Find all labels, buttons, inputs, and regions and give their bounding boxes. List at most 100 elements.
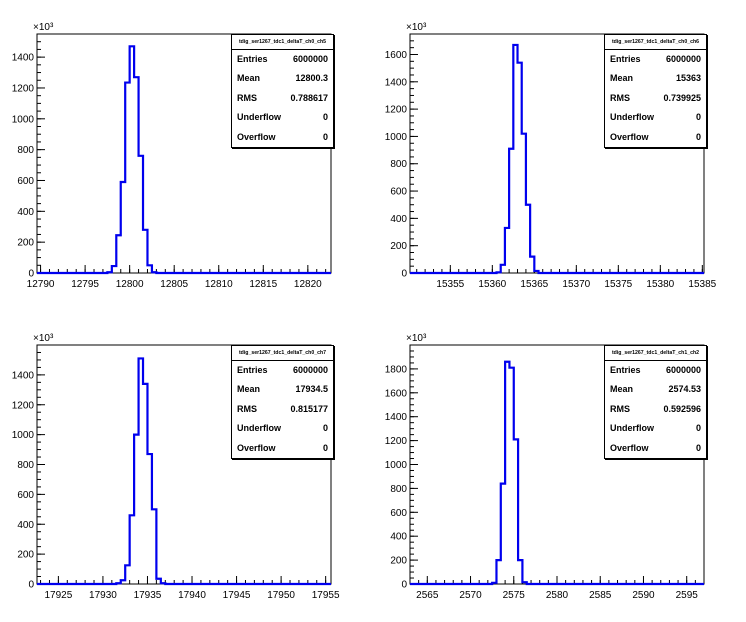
y-tick-label: 600 [17, 176, 34, 187]
histogram-bin [509, 149, 513, 273]
stats-rms-label: RMS [237, 403, 257, 414]
histogram-bin [134, 77, 138, 273]
stats-overflow-row: Overflow 0 [232, 128, 333, 147]
stats-entries-label: Entries [237, 54, 268, 64]
histogram-bin [505, 228, 509, 273]
x-tick-label: 2595 [676, 590, 699, 601]
stats-overflow-row: Overflow 0 [232, 439, 333, 458]
y-tick-label: 400 [390, 532, 407, 543]
x-tick-label: 2570 [459, 590, 482, 601]
stats-underflow-row: Underflow 0 [605, 108, 706, 127]
y-tick-label: 1200 [385, 105, 408, 116]
stats-underflow-value: 0 [322, 423, 328, 434]
y-tick-label: 1600 [385, 50, 408, 61]
histogram-bin [161, 583, 165, 584]
x-tick-label: 12805 [160, 279, 188, 290]
histogram-bin [130, 46, 134, 273]
histogram-bin [518, 560, 522, 584]
stats-underflow-row: Underflow 0 [232, 419, 333, 438]
stats-entries-value: 6000000 [665, 365, 701, 375]
stats-rms-label: RMS [610, 403, 630, 414]
x-tick-label: 15375 [604, 279, 632, 290]
y-tick-label: 200 [390, 241, 407, 252]
stats-overflow-value: 0 [322, 442, 328, 453]
histogram-bin [134, 435, 138, 584]
y-tick-label: 0 [28, 269, 34, 280]
stats-underflow-value: 0 [695, 423, 701, 434]
histogram-pad-ch1-ch2: 0 200 400 600 800 1000 1200 1400 1600 1800 2565 257… [373, 311, 746, 622]
stats-entries-row: Entries 6000000 [605, 50, 706, 69]
y-tick-label: 1400 [12, 53, 35, 64]
stats-entries-row: Entries 6000000 [232, 50, 333, 69]
stats-mean-row: Mean 12800.3 [232, 69, 333, 88]
histogram-bin [121, 182, 125, 273]
histogram-plot: 0 200 400 600 800 1000 1200 1400 17925 17930 17935… [12, 333, 340, 601]
stats-rms-label: RMS [610, 92, 630, 103]
y-tick-label: 1600 [385, 388, 408, 399]
histogram-bin [112, 266, 116, 273]
stats-underflow-label: Underflow [610, 423, 654, 434]
y-tick-label: 1000 [385, 132, 408, 143]
stats-rms-row: RMS 0.788617 [232, 89, 333, 108]
stats-entries-label: Entries [610, 54, 641, 64]
y-tick-label: 1200 [385, 436, 408, 447]
x-tick-label: 17950 [267, 590, 295, 601]
histogram-bin [130, 515, 134, 584]
stats-rms-row: RMS 0.739925 [605, 89, 706, 108]
y-tick-label: 1400 [385, 77, 408, 88]
stats-rms-label: RMS [237, 92, 257, 103]
y-tick-label: 400 [390, 214, 407, 225]
histogram-bin [534, 271, 538, 273]
histogram-bin [530, 257, 534, 273]
histogram-plot: 0 200 400 600 800 1000 1200 1400 12790 12795 12800… [12, 22, 332, 290]
y-tick-label: 400 [17, 207, 34, 218]
stats-overflow-label: Overflow [237, 131, 276, 142]
histogram-bin [509, 368, 513, 584]
histogram-bin [125, 565, 129, 584]
stats-mean-value: 12800.3 [295, 73, 328, 84]
x-tick-label: 15355 [436, 279, 464, 290]
stats-entries-value: 6000000 [292, 54, 328, 64]
y-multiplier-label: ×10³ [33, 22, 54, 33]
y-tick-label: 1000 [385, 460, 408, 471]
x-tick-label: 17945 [223, 590, 251, 601]
stats-box: tdig_ser1267_tdc1_deltaT_ch1_ch2 Entries… [604, 345, 707, 459]
stats-mean-label: Mean [237, 384, 261, 395]
histogram-bin [522, 134, 526, 273]
histogram-bin [513, 45, 517, 273]
y-multiplier-label: ×10³ [406, 22, 427, 33]
stats-mean-value: 17934.5 [295, 384, 328, 395]
histogram-bin [107, 272, 111, 273]
histogram-pad-ch0-ch6: 0 200 400 600 800 1000 1200 1400 1600 15355 15360 1… [373, 0, 746, 311]
stats-mean-value: 2574.53 [668, 384, 701, 395]
y-tick-label: 0 [401, 580, 407, 591]
histogram-bin [125, 83, 129, 273]
y-tick-label: 0 [28, 580, 34, 591]
stats-underflow-label: Underflow [237, 112, 281, 123]
histogram-bin [143, 230, 147, 273]
x-tick-label: 2565 [416, 590, 439, 601]
histogram-bin [497, 272, 501, 273]
stats-underflow-row: Underflow 0 [605, 419, 706, 438]
stats-overflow-label: Overflow [237, 442, 276, 453]
x-tick-label: 12795 [71, 279, 99, 290]
y-tick-label: 600 [390, 508, 407, 519]
histogram-bin [121, 580, 125, 584]
x-tick-label: 2590 [632, 590, 655, 601]
stats-underflow-value: 0 [322, 112, 328, 123]
histogram-bin [116, 583, 120, 584]
stats-underflow-row: Underflow 0 [232, 108, 333, 127]
histogram-outline [410, 360, 704, 586]
stats-rms-row: RMS 0.815177 [232, 400, 333, 419]
stats-overflow-value: 0 [322, 131, 328, 142]
x-tick-label: 12810 [205, 279, 233, 290]
x-tick-label: 17935 [134, 590, 162, 601]
stats-rms-value: 0.815177 [290, 403, 328, 414]
stats-box-title: tdig_ser1267_tdc1_deltaT_ch1_ch2 [605, 346, 706, 361]
histogram-pad-ch0-ch7: 0 200 400 600 800 1000 1200 1400 17925 17930 17935… [0, 311, 373, 622]
stats-box: tdig_ser1267_tdc1_deltaT_ch0_ch7 Entries… [231, 345, 334, 459]
x-tick-label: 15365 [520, 279, 548, 290]
y-tick-label: 1400 [385, 412, 408, 423]
y-tick-label: 1200 [12, 83, 35, 94]
histogram-bin [147, 265, 151, 273]
